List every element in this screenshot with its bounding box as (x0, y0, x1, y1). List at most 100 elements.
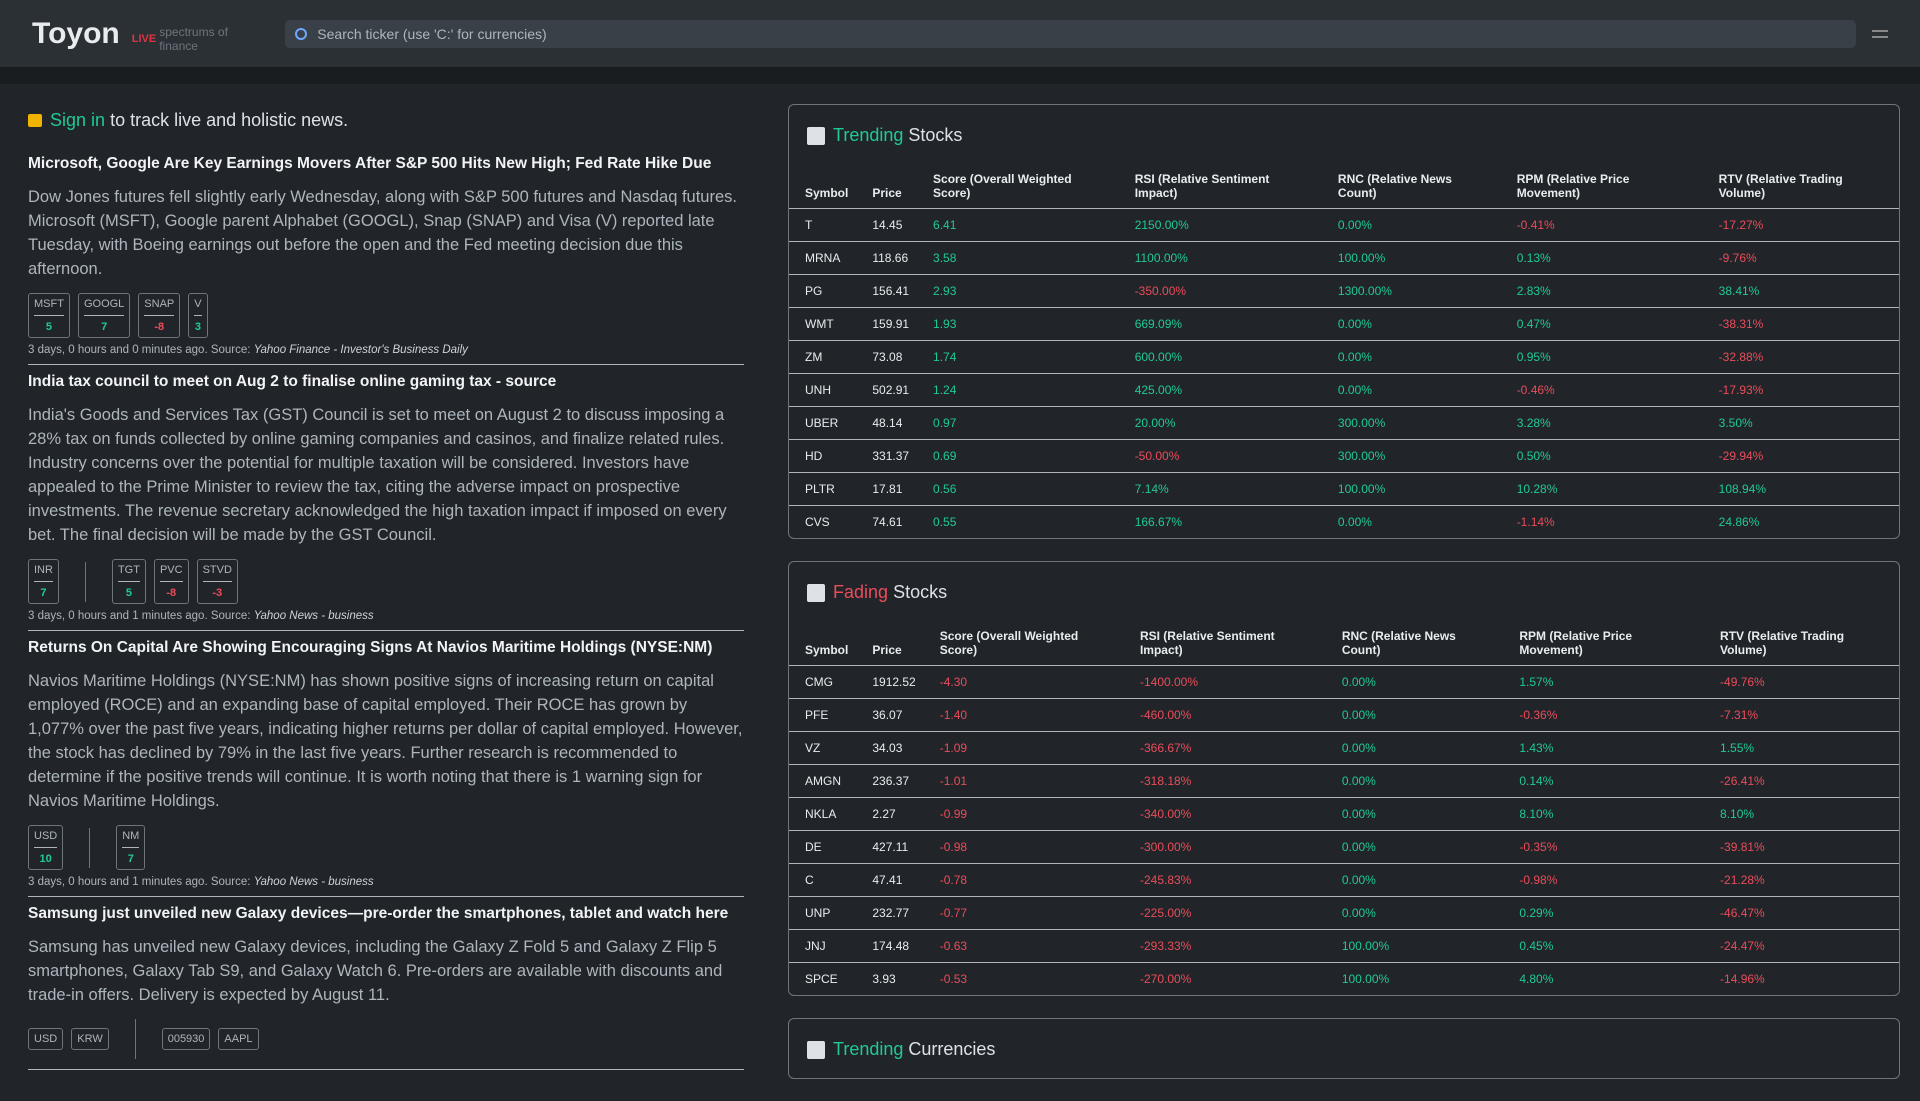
ticker-chip[interactable]: USD (28, 1028, 63, 1050)
column-header[interactable]: RNC (Relative News Count) (1326, 621, 1504, 665)
cell: HD (789, 439, 856, 472)
stock-row[interactable]: ZM73.081.74600.00%0.00%0.95%-32.88% (789, 340, 1899, 373)
news-title[interactable]: Samsung just unveiled new Galaxy devices… (28, 905, 744, 923)
ticker-chip[interactable]: USD10 (28, 825, 63, 870)
ticker-chip[interactable]: PVC-8 (154, 559, 189, 604)
cell: -46.47% (1704, 896, 1899, 929)
stock-row[interactable]: CMG1912.52-4.30-1400.00%0.00%1.57%-49.76… (789, 665, 1899, 698)
ticker-chip[interactable]: GOOGL7 (78, 293, 130, 338)
ticker-chip[interactable]: V3 (188, 293, 207, 338)
cell: -9.76% (1703, 241, 1899, 274)
ticker-chip[interactable]: 005930 (162, 1028, 211, 1050)
cell: -1.40 (924, 698, 1124, 731)
search-box[interactable]: Search ticker (use 'C:' for currencies) (285, 20, 1856, 48)
stock-row[interactable]: UNP232.77-0.77-225.00%0.00%0.29%-46.47% (789, 896, 1899, 929)
ticker-chip[interactable]: AAPL (218, 1028, 258, 1050)
news-title[interactable]: Returns On Capital Are Showing Encouragi… (28, 639, 744, 657)
stock-row[interactable]: HD331.370.69-50.00%300.00%0.50%-29.94% (789, 439, 1899, 472)
stock-row[interactable]: PLTR17.810.567.14%100.00%10.28%108.94% (789, 472, 1899, 505)
cell: MRNA (789, 241, 856, 274)
news-body: Navios Maritime Holdings (NYSE:NM) has s… (28, 669, 744, 813)
column-header[interactable]: RPM (Relative Price Movement) (1501, 164, 1703, 208)
cell: 3.93 (856, 962, 923, 995)
column-header[interactable]: Price (856, 621, 923, 665)
news-time: 3 days, 0 hours and 1 minutes ago. Sourc… (28, 610, 250, 622)
column-header[interactable]: Price (856, 164, 917, 208)
column-header[interactable]: Score (Overall Weighted Score) (924, 621, 1124, 665)
cell: 10.28% (1501, 472, 1703, 505)
cell: -300.00% (1124, 830, 1326, 863)
cell: WMT (789, 307, 856, 340)
cell: NKLA (789, 797, 856, 830)
menu-button[interactable] (1872, 30, 1888, 38)
news-title[interactable]: India tax council to meet on Aug 2 to fi… (28, 373, 744, 391)
cell: 0.97 (917, 406, 1119, 439)
stock-row[interactable]: UNH502.911.24425.00%0.00%-0.46%-17.93% (789, 373, 1899, 406)
signin-text: to track live and holistic news. (110, 110, 348, 130)
cell: 2.27 (856, 797, 923, 830)
ticker-chip[interactable]: MSFT5 (28, 293, 70, 338)
stock-row[interactable]: VZ34.03-1.09-366.67%0.00%1.43%1.55% (789, 731, 1899, 764)
column-header[interactable]: Score (Overall Weighted Score) (917, 164, 1119, 208)
cell: 47.41 (856, 863, 923, 896)
cell: -17.27% (1703, 208, 1899, 241)
cell: 14.45 (856, 208, 917, 241)
column-header[interactable]: Symbol (789, 164, 856, 208)
header: Toyon LIVE spectrums of finance Search t… (0, 0, 1920, 67)
signin-link[interactable]: Sign in (50, 110, 105, 130)
stock-row[interactable]: C47.41-0.78-245.83%0.00%-0.98%-21.28% (789, 863, 1899, 896)
tag-row: USD10 NM7 (28, 825, 744, 870)
stock-row[interactable]: UBER48.140.9720.00%300.00%3.28%3.50% (789, 406, 1899, 439)
column-header[interactable]: RSI (Relative Sentiment Impact) (1124, 621, 1326, 665)
column-header[interactable]: RSI (Relative Sentiment Impact) (1119, 164, 1322, 208)
cell: 0.00% (1322, 373, 1501, 406)
stock-row[interactable]: WMT159.911.93669.09%0.00%0.47%-38.31% (789, 307, 1899, 340)
header-row: SymbolPriceScore (Overall Weighted Score… (789, 621, 1899, 665)
ticker-chip[interactable]: INR7 (28, 559, 59, 604)
panel-title: Trending Currencies (807, 1039, 1899, 1060)
ticker-chip[interactable]: KRW (71, 1028, 108, 1050)
cell: UBER (789, 406, 856, 439)
news-column: Sign in to track live and holistic news.… (28, 104, 744, 1078)
chip-symbol: TGT (118, 564, 140, 576)
ticker-chip[interactable]: STVD-3 (197, 559, 238, 604)
stock-row[interactable]: DE427.11-0.98-300.00%0.00%-0.35%-39.81% (789, 830, 1899, 863)
logo[interactable]: Toyon (32, 17, 120, 51)
stock-row[interactable]: SPCE3.93-0.53-270.00%100.00%4.80%-14.96% (789, 962, 1899, 995)
cell: 0.69 (917, 439, 1119, 472)
news-body: Dow Jones futures fell slightly early We… (28, 185, 744, 281)
cell: 3.28% (1501, 406, 1703, 439)
stock-row[interactable]: MRNA118.663.581100.00%100.00%0.13%-9.76% (789, 241, 1899, 274)
stock-row[interactable]: AMGN236.37-1.01-318.18%0.00%0.14%-26.41% (789, 764, 1899, 797)
stock-row[interactable]: PFE36.07-1.40-460.00%0.00%-0.36%-7.31% (789, 698, 1899, 731)
news-title[interactable]: Microsoft, Google Are Key Earnings Mover… (28, 155, 744, 173)
tag-row: INR7 TGT5PVC-8STVD-3 (28, 559, 744, 604)
cell: CMG (789, 665, 856, 698)
cell: 0.00% (1322, 505, 1501, 538)
cell: CVS (789, 505, 856, 538)
cell: 100.00% (1322, 472, 1501, 505)
cell: AMGN (789, 764, 856, 797)
stock-row[interactable]: PG156.412.93-350.00%1300.00%2.83%38.41% (789, 274, 1899, 307)
cell: JNJ (789, 929, 856, 962)
column-header[interactable]: RNC (Relative News Count) (1322, 164, 1501, 208)
cell: 0.00% (1326, 830, 1504, 863)
cell: 0.00% (1326, 665, 1504, 698)
column-header[interactable]: RPM (Relative Price Movement) (1503, 621, 1704, 665)
stock-row[interactable]: T14.456.412150.00%0.00%-0.41%-17.27% (789, 208, 1899, 241)
column-header[interactable]: Symbol (789, 621, 856, 665)
cell: 0.00% (1326, 863, 1504, 896)
ticker-chip[interactable]: TGT5 (112, 559, 146, 604)
cell: 600.00% (1119, 340, 1322, 373)
stock-row[interactable]: NKLA2.27-0.99-340.00%0.00%8.10%8.10% (789, 797, 1899, 830)
ticker-chip[interactable]: NM7 (116, 825, 145, 870)
stock-row[interactable]: CVS74.610.55166.67%0.00%-1.14%24.86% (789, 505, 1899, 538)
news-source: Yahoo News - business (254, 610, 374, 622)
panel-accent: Trending (833, 125, 903, 146)
cell: 0.29% (1503, 896, 1704, 929)
column-header[interactable]: RTV (Relative Trading Volume) (1704, 621, 1899, 665)
column-header[interactable]: RTV (Relative Trading Volume) (1703, 164, 1899, 208)
stock-row[interactable]: JNJ174.48-0.63-293.33%100.00%0.45%-24.47… (789, 929, 1899, 962)
ticker-chip[interactable]: SNAP-8 (138, 293, 180, 338)
cell: ZM (789, 340, 856, 373)
